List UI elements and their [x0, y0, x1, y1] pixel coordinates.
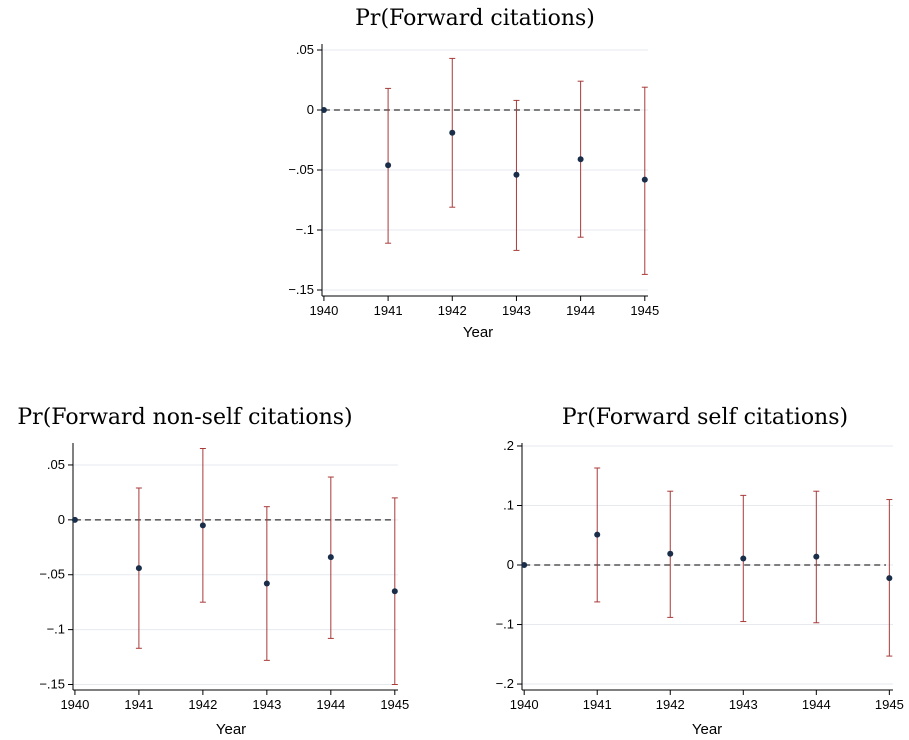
chart-2-y-tick-label: .05: [47, 457, 65, 472]
chart-3-x-tick-label: 1943: [729, 697, 758, 712]
chart-1-point: [320, 107, 327, 113]
chart-3-y-tick-label: .1: [503, 497, 514, 512]
chart-1-x-tick-label: 1942: [438, 303, 467, 318]
chart-1-point: [577, 156, 584, 163]
chart-3-point: [813, 553, 820, 560]
chart-1-y-tick-label: −.15: [288, 282, 314, 297]
chart-3-point: [667, 550, 674, 557]
chart-2-x-tick-label: 1943: [252, 697, 281, 712]
chart-3-point: [886, 575, 893, 582]
chart-2-point: [135, 565, 142, 572]
chart-2-x-tick-label: 1941: [124, 697, 153, 712]
chart-1-point: [513, 171, 520, 178]
chart-3-x-tick-label: 1945: [875, 697, 904, 712]
chart-1-point: [385, 162, 392, 169]
chart-2-y-tick-label: −.1: [47, 622, 65, 637]
chart-2-point: [327, 554, 334, 561]
chart-3-plot-area: .2 .1 0 −.1 −.2 1940 1941 1942 1943 1944 1945: [496, 438, 904, 712]
chart-2-x-tick-label: 1944: [316, 697, 345, 712]
chart-1-y-tick-label: 0: [307, 102, 314, 117]
chart-3-point: [521, 562, 528, 569]
chart-1-x-tick-label: 1941: [374, 303, 403, 318]
chart-2-point: [71, 516, 78, 523]
chart-1-y-tick-label: −.05: [288, 162, 314, 177]
chart-1-x-tick-label: 1944: [566, 303, 595, 318]
chart-3-point: [740, 555, 747, 562]
chart-2-point: [391, 588, 398, 595]
chart-3-y-tick-label: 0: [507, 557, 514, 572]
chart-1-xlabel: Year: [463, 324, 493, 341]
chart-2-x-tick-label: 1940: [60, 697, 89, 712]
chart-2-plot-area: .05 0 −.05 −.1 −.15 1940 1941 1942 1943 1944 1945: [39, 443, 409, 712]
chart-3-xlabel: Year: [692, 721, 722, 738]
chart-3-x-tick-label: 1940: [510, 697, 539, 712]
chart-3-y-tick-label: −.2: [496, 676, 514, 691]
chart-1-x-tick-label: 1943: [502, 303, 531, 318]
chart-1-x-tick-label: 1940: [309, 303, 338, 318]
chart-1-y-tick-label: .05: [296, 42, 314, 57]
chart-3-point: [594, 531, 601, 538]
chart-2-x-tick-label: 1942: [188, 697, 217, 712]
chart-2-y-tick-label: −.05: [39, 567, 65, 582]
chart-3-x-tick-label: 1944: [802, 697, 831, 712]
chart-2-y-tick-label: 0: [58, 512, 65, 527]
chart-3-title: Pr(Forward self citations): [562, 405, 848, 430]
chart-2-point: [199, 522, 206, 529]
chart-1-point: [641, 176, 648, 183]
chart-3-y-tick-label: .2: [503, 438, 514, 453]
chart-3-x-tick-label: 1942: [656, 697, 685, 712]
chart-1-point: [449, 129, 456, 136]
chart-3-y-tick-label: −.1: [496, 617, 514, 632]
chart-1-title: Pr(Forward citations): [355, 6, 595, 31]
chart-2-xlabel: Year: [216, 721, 246, 738]
chart-2-title: Pr(Forward non-self citations): [17, 405, 352, 430]
chart-1-x-tick-label: 1945: [630, 303, 659, 318]
chart-1-plot-area: .05 0 −.05 −.1 −.15 1940 1941 1942 1943 1944 1945: [288, 42, 659, 318]
chart-2-y-tick-label: −.15: [39, 677, 65, 692]
chart-2-x-tick-label: 1945: [380, 697, 409, 712]
chart-2-point: [263, 580, 270, 587]
chart-3-x-tick-label: 1941: [583, 697, 612, 712]
chart-1-y-tick-label: −.1: [296, 222, 314, 237]
